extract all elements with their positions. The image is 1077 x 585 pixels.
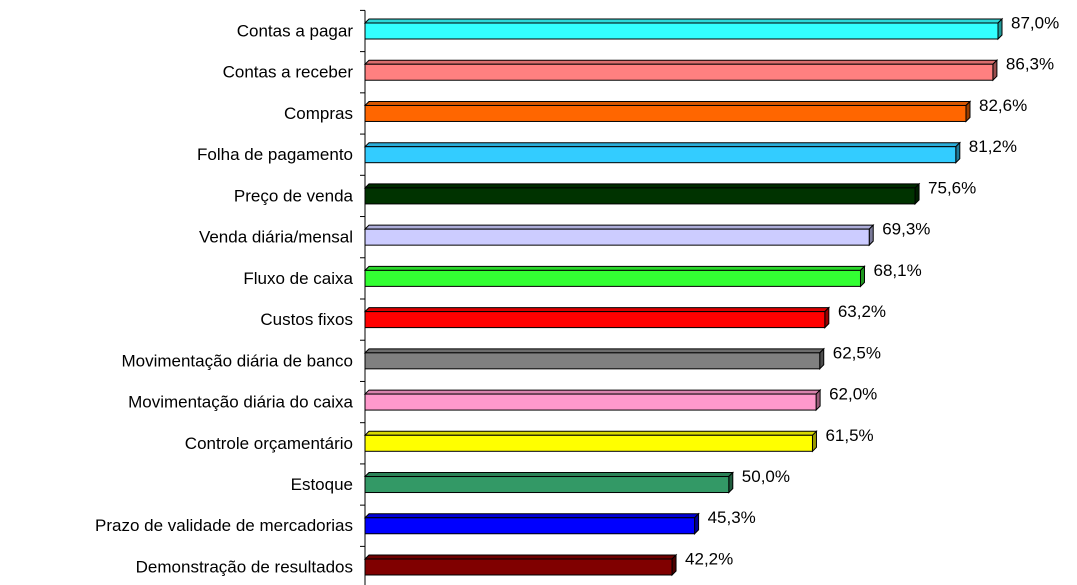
bar-side	[965, 100, 971, 123]
category-label: Prazo de validade de mercadorias	[95, 516, 353, 535]
value-label: 50,0%	[742, 467, 790, 486]
bar-top	[363, 142, 962, 148]
value-label: 62,5%	[833, 343, 881, 362]
bar	[364, 311, 826, 329]
bar-side	[824, 306, 830, 329]
value-label: 68,1%	[873, 261, 921, 280]
bar-side	[955, 141, 961, 164]
value-label: 42,2%	[685, 549, 733, 568]
bar-top	[363, 389, 822, 395]
value-label: 63,2%	[838, 302, 886, 321]
bar-side	[992, 59, 998, 82]
bar	[364, 517, 696, 535]
category-label: Demonstração de resultados	[136, 557, 353, 576]
value-label: 86,3%	[1006, 55, 1054, 74]
bar	[364, 104, 967, 122]
bar	[364, 352, 821, 370]
value-label: 69,3%	[882, 220, 930, 239]
category-label: Contas a pagar	[237, 21, 354, 40]
bar-side	[671, 553, 677, 577]
value-label: 61,5%	[825, 426, 873, 445]
bar-side	[914, 182, 920, 206]
bar-top	[363, 513, 700, 519]
bar-top	[363, 307, 831, 313]
bar-side	[815, 388, 821, 412]
value-label: 87,0%	[1011, 13, 1059, 32]
bar-top	[363, 430, 818, 436]
bar	[364, 269, 861, 287]
bar-side	[728, 471, 734, 494]
bar-side	[868, 223, 874, 247]
bar-top	[363, 472, 735, 478]
bar-top	[363, 224, 875, 230]
bar	[364, 146, 957, 164]
bar	[364, 558, 673, 576]
bar-side	[859, 265, 865, 288]
bar-top	[363, 348, 825, 354]
bar-top	[363, 183, 921, 189]
category-label: Movimentação diária do caixa	[128, 393, 353, 412]
category-label: Custos fixos	[260, 310, 353, 329]
bar-side	[819, 347, 825, 371]
category-label: Folha de pagamento	[197, 145, 353, 164]
category-label: Controle orçamentário	[185, 434, 353, 453]
category-label: Venda diária/mensal	[199, 228, 353, 247]
bar	[364, 63, 994, 81]
bar-side	[694, 512, 700, 535]
bar	[364, 228, 870, 246]
bar	[364, 476, 730, 494]
value-label: 82,6%	[979, 96, 1027, 115]
bar	[364, 393, 817, 411]
category-label: Preço de venda	[234, 186, 354, 205]
value-label: 75,6%	[928, 178, 976, 197]
bar-top	[363, 554, 678, 560]
category-label: Movimentação diária de banco	[121, 351, 353, 370]
category-label: Estoque	[291, 475, 353, 494]
bar-top	[363, 265, 866, 271]
bar-top	[363, 59, 999, 65]
bar-side	[811, 430, 817, 453]
value-label: 45,3%	[708, 508, 756, 527]
bar	[364, 22, 999, 40]
bar	[364, 434, 813, 452]
value-label: 62,0%	[829, 385, 877, 404]
value-label: 81,2%	[969, 137, 1017, 156]
bar	[364, 187, 916, 205]
category-label: Fluxo de caixa	[243, 269, 353, 288]
category-label: Compras	[284, 104, 353, 123]
bar-top	[363, 18, 1004, 24]
bar-side	[997, 17, 1003, 41]
bar-top	[363, 100, 972, 106]
category-label: Contas a receber	[223, 63, 354, 82]
